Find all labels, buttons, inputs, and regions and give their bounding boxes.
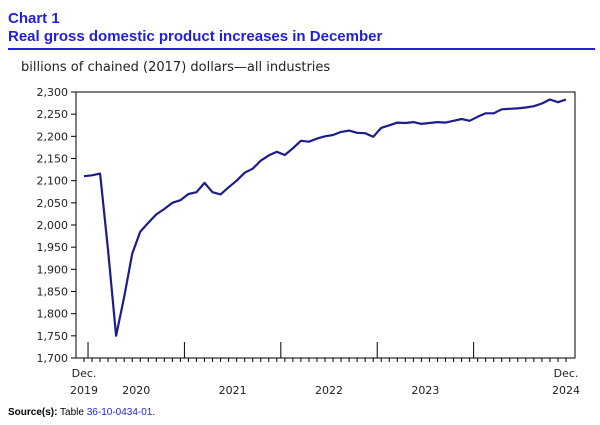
y-tick-label: 2,300 [37,86,69,99]
y-tick-label: 1,800 [37,308,69,321]
y-tick-label: 1,850 [37,286,69,299]
series-group [83,98,567,337]
y-tick-label: 2,150 [37,153,69,166]
y-tick-label: 1,700 [37,352,69,365]
x-tick-label-month: Dec. [72,367,97,380]
y-tick-label: 2,050 [37,197,69,210]
x-axis-ticks: Dec. 2019 2020 2021 2022 2023 Dec. 2024 [70,342,580,397]
x-tick-label-year: 2022 [315,384,343,397]
x-tick-label-month: Dec. [554,367,579,380]
gdp-series-line [83,98,567,337]
y-axis-ticks: 1,700 1,750 1,800 1,850 1,900 1,950 2,000 2,050… [37,86,76,365]
gdp-line-chart: 1,700 1,750 1,800 1,850 1,900 1,950 2,000 2,050… [37,86,581,397]
x-tick-label-year: 2023 [411,384,439,397]
y-tick-label: 1,950 [37,241,69,254]
source-note: Source(s): Table 36-10-0434-01. [8,407,155,418]
title-underline [8,48,595,50]
y-axis-unit-label: billions of chained (2017) dollars—all i… [21,60,331,75]
chart-number: Chart 1 [8,10,60,27]
y-tick-label: 1,750 [37,330,69,343]
y-tick-label: 2,000 [37,219,69,232]
y-tick-label: 1,900 [37,263,69,276]
x-tick-label-year: 2020 [122,384,150,397]
source-table-link[interactable]: 36-10-0434-01 [86,407,153,418]
x-tick-label-year: 2021 [219,384,247,397]
source-prefix: Table [57,407,87,418]
chart-title: Real gross domestic product increases in… [8,28,383,45]
plot-frame [75,91,576,359]
y-tick-label: 2,200 [37,130,69,143]
y-tick-label: 2,250 [37,108,69,121]
source-label: Source(s): [8,407,58,418]
x-tick-label-year: 2024 [552,384,580,397]
y-tick-label: 2,100 [37,175,69,188]
source-suffix: . [152,407,156,418]
x-tick-label-year: 2019 [70,384,98,397]
